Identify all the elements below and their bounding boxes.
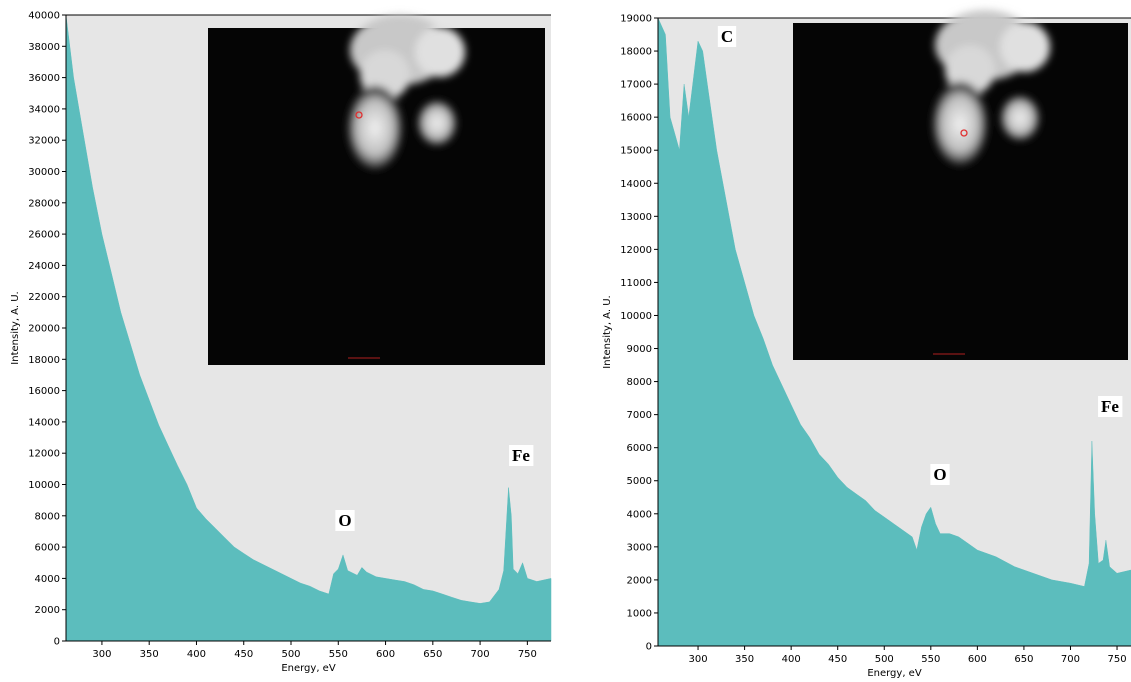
- inset-image-right: [793, 10, 1128, 360]
- y-tick-label: 8000: [627, 377, 652, 388]
- peak-label: O: [933, 465, 946, 484]
- peak-label: O: [338, 511, 351, 530]
- y-axis-title: Intensity, A. U.: [602, 295, 613, 368]
- x-tick-label: 300: [92, 649, 111, 660]
- y-tick-label: 28000: [28, 198, 60, 209]
- y-tick-label: 15000: [620, 146, 652, 157]
- y-tick-label: 18000: [620, 47, 652, 58]
- y-tick-label: 11000: [620, 278, 652, 289]
- y-tick-label: 3000: [627, 542, 652, 553]
- x-tick-label: 750: [1107, 654, 1126, 665]
- peak-label-box: [335, 510, 355, 531]
- y-tick-label: 20000: [28, 324, 60, 335]
- x-tick-label: 500: [875, 654, 894, 665]
- y-tick-label: 5000: [627, 476, 652, 487]
- spectrum-area: [657, 17, 1131, 647]
- y-axis-title: Intensity, A. U.: [10, 291, 21, 364]
- x-tick-label: 700: [1061, 654, 1080, 665]
- x-tick-label: 450: [234, 649, 253, 660]
- y-tick-label: 19000: [620, 14, 652, 25]
- y-tick-label: 1000: [627, 608, 652, 619]
- y-tick-label: 24000: [28, 261, 60, 272]
- y-tick-label: 6000: [35, 543, 60, 554]
- y-tick-label: 18000: [28, 355, 60, 366]
- y-tick-label: 4000: [627, 509, 652, 520]
- y-tick-label: 12000: [620, 245, 652, 256]
- x-tick-label: 350: [140, 649, 159, 660]
- y-tick-label: 40000: [28, 11, 60, 22]
- y-tick-label: 10000: [28, 480, 60, 491]
- peak-label-box: [1098, 396, 1123, 417]
- y-tick-label: 38000: [28, 42, 60, 53]
- y-tick-label: 10000: [620, 311, 652, 322]
- peak-label-box: [509, 445, 534, 466]
- y-tick-label: 12000: [28, 449, 60, 460]
- x-tick-label: 550: [921, 654, 940, 665]
- peak-label-box: [930, 464, 950, 485]
- y-tick-label: 26000: [28, 230, 60, 241]
- y-tick-label: 0: [54, 637, 60, 648]
- x-tick-label: 350: [735, 654, 754, 665]
- peak-label: C: [721, 27, 733, 46]
- x-tick-label: 450: [828, 654, 847, 665]
- y-tick-label: 36000: [28, 73, 60, 84]
- y-tick-label: 16000: [620, 113, 652, 124]
- y-tick-label: 2000: [627, 575, 652, 586]
- y-tick-label: 34000: [28, 104, 60, 115]
- y-tick-label: 14000: [620, 179, 652, 190]
- y-tick-label: 6000: [627, 443, 652, 454]
- peak-label: Fe: [512, 446, 530, 465]
- x-tick-label: 500: [281, 649, 300, 660]
- x-tick-label: 400: [782, 654, 801, 665]
- y-tick-label: 7000: [627, 410, 652, 421]
- y-tick-label: 14000: [28, 417, 60, 428]
- x-tick-label: 600: [376, 649, 395, 660]
- x-tick-label: 600: [968, 654, 987, 665]
- x-axis-title: Energy, eV: [867, 668, 922, 679]
- x-tick-label: 300: [688, 654, 707, 665]
- inset-image-left: [208, 15, 545, 365]
- x-tick-label: 400: [187, 649, 206, 660]
- x-tick-label: 550: [329, 649, 348, 660]
- y-tick-label: 16000: [28, 386, 60, 397]
- y-tick-label: 17000: [620, 80, 652, 91]
- x-tick-label: 650: [423, 649, 442, 660]
- x-tick-label: 700: [471, 649, 490, 660]
- spectrum-area: [65, 14, 552, 642]
- y-tick-label: 13000: [620, 212, 652, 223]
- x-tick-label: 650: [1014, 654, 1033, 665]
- y-tick-label: 8000: [35, 511, 60, 522]
- y-tick-label: 32000: [28, 136, 60, 147]
- y-tick-label: 4000: [35, 574, 60, 585]
- y-tick-label: 22000: [28, 292, 60, 303]
- y-tick-label: 2000: [35, 605, 60, 616]
- y-tick-label: 0: [646, 642, 652, 653]
- y-tick-label: 9000: [627, 344, 652, 355]
- x-tick-label: 750: [518, 649, 537, 660]
- peak-label: Fe: [1101, 397, 1119, 416]
- x-axis-title: Energy, eV: [281, 663, 336, 674]
- y-tick-label: 30000: [28, 167, 60, 178]
- peak-label-box: [717, 26, 737, 47]
